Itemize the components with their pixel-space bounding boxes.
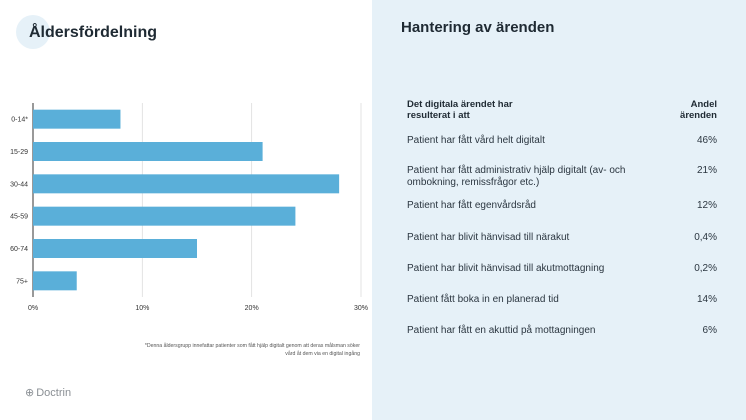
column-header-result: Det digitala ärendet har resulterat i at… <box>407 99 513 121</box>
chart-footnote: *Denna åldersgrupp innefattar patienter … <box>144 343 360 357</box>
x-tick-label: 10% <box>135 305 149 312</box>
category-label: 60-74 <box>10 246 28 253</box>
x-tick-label: 30% <box>354 305 368 312</box>
decorative-circle <box>16 15 50 49</box>
age-distribution-chart: 0% 10% 20% 30% 0-14* 15-29 30-44 45-59 60-74 75+ <box>10 103 368 312</box>
row-value: 14% <box>696 294 717 305</box>
table-row: Patient har blivit hänvisad till närakut… <box>407 232 717 244</box>
column-header-share-line2: ärenden <box>680 110 717 121</box>
row-value: 0,4% <box>694 232 717 243</box>
row-label: Patient har fått egenvårdsråd <box>407 200 536 211</box>
doctrin-logo-icon: ⊕ <box>25 387 35 399</box>
bar-6074 <box>33 239 197 258</box>
chart-grid <box>32 103 362 297</box>
category-label: 0-14* <box>11 117 28 124</box>
row-label: Patient har blivit hänvisad till närakut <box>407 232 570 243</box>
column-header-share: Andel ärenden <box>680 99 717 121</box>
bar-014 <box>33 109 121 129</box>
chart-title: Åldersfördelning <box>29 24 158 41</box>
row-label: Patient har fått en akuttid på mottagnin… <box>407 325 596 336</box>
bar-4559 <box>33 206 296 226</box>
bar-75 <box>33 271 77 291</box>
chart-labels: 0% 10% 20% 30% 0-14* 15-29 30-44 45-59 60-74 75+ <box>10 117 368 312</box>
column-header-share-line1: Andel <box>690 99 717 110</box>
category-label: 45-59 <box>10 214 28 221</box>
row-label: Patient har fått administrativ hjälp dig… <box>407 165 626 188</box>
row-label: Patient fått boka in en planerad tid <box>407 294 559 305</box>
table-row: Patient har fått egenvårdsråd 12% <box>407 200 717 212</box>
row-value: 46% <box>696 135 717 146</box>
table-row: Patient har fått administrativ hjälp dig… <box>407 165 717 189</box>
logo-text: Doctrin <box>36 386 72 399</box>
chart-bars <box>33 109 340 291</box>
row-label: Patient har fått vård helt digitalt <box>407 135 545 146</box>
table-header: Det digitala ärendet har resulterat i at… <box>407 99 717 121</box>
table-row: Patient har blivit hänvisad till akutmot… <box>407 263 717 275</box>
category-label: 15-29 <box>10 149 28 156</box>
category-label: 30-44 <box>10 181 28 188</box>
category-label: 75+ <box>16 278 28 285</box>
right-panel <box>372 0 746 420</box>
row-label: Patient har blivit hänvisad till akutmot… <box>407 263 605 274</box>
row-value: 12% <box>696 200 717 211</box>
row-value: 6% <box>702 325 717 336</box>
table-row: Patient har fått vård helt digitalt 46% <box>407 135 717 147</box>
row-value: 0,2% <box>694 263 717 274</box>
bar-3044 <box>33 174 340 194</box>
table-row: Patient fått boka in en planerad tid 14% <box>407 294 717 306</box>
bar-1529 <box>33 142 263 161</box>
table-row: Patient har fått en akuttid på mottagnin… <box>407 325 717 337</box>
doctrin-logo: ⊕ Doctrin <box>25 386 72 400</box>
x-tick-label: 0% <box>28 305 38 312</box>
table-title: Hantering av ärenden <box>401 19 555 36</box>
row-value: 21% <box>696 165 717 176</box>
x-tick-label: 20% <box>245 305 259 312</box>
